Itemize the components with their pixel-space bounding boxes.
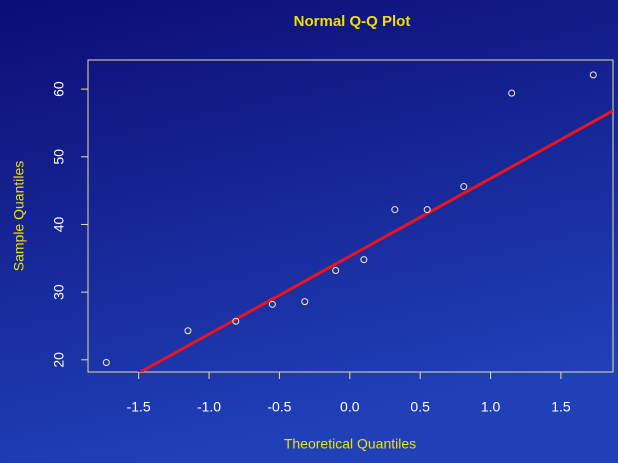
point: [232, 317, 240, 325]
point: [102, 359, 110, 367]
x-tick-label: -1.0: [197, 399, 221, 415]
y-tick-label: 40: [51, 216, 67, 232]
point: [391, 206, 399, 214]
x-tick-label: -0.5: [267, 399, 291, 415]
chart-title: Normal Q-Q Plot: [294, 13, 411, 30]
x-tick-label: 0.0: [340, 399, 360, 415]
x-tick-label: 0.5: [410, 399, 430, 415]
y-tick-label: 20: [51, 352, 67, 368]
point: [184, 327, 192, 335]
y-tick-label: 50: [51, 149, 67, 165]
x-tick-label: -1.5: [127, 399, 151, 415]
x-axis-label: Theoretical Quantiles: [284, 436, 416, 452]
y-tick-label: 60: [51, 81, 67, 97]
point: [460, 183, 468, 191]
y-tick-label: 30: [51, 284, 67, 300]
y-axis-label: Sample Quantiles: [11, 161, 27, 272]
x-tick-label: 1.0: [481, 399, 501, 415]
point: [508, 89, 516, 97]
point: [268, 300, 276, 308]
x-tick-label: 1.5: [551, 399, 571, 415]
point: [589, 71, 597, 79]
reference-line: [137, 109, 613, 372]
point: [360, 256, 368, 264]
point: [332, 266, 340, 274]
point: [423, 206, 431, 214]
point: [301, 298, 309, 306]
plot-frame: [87, 59, 614, 373]
